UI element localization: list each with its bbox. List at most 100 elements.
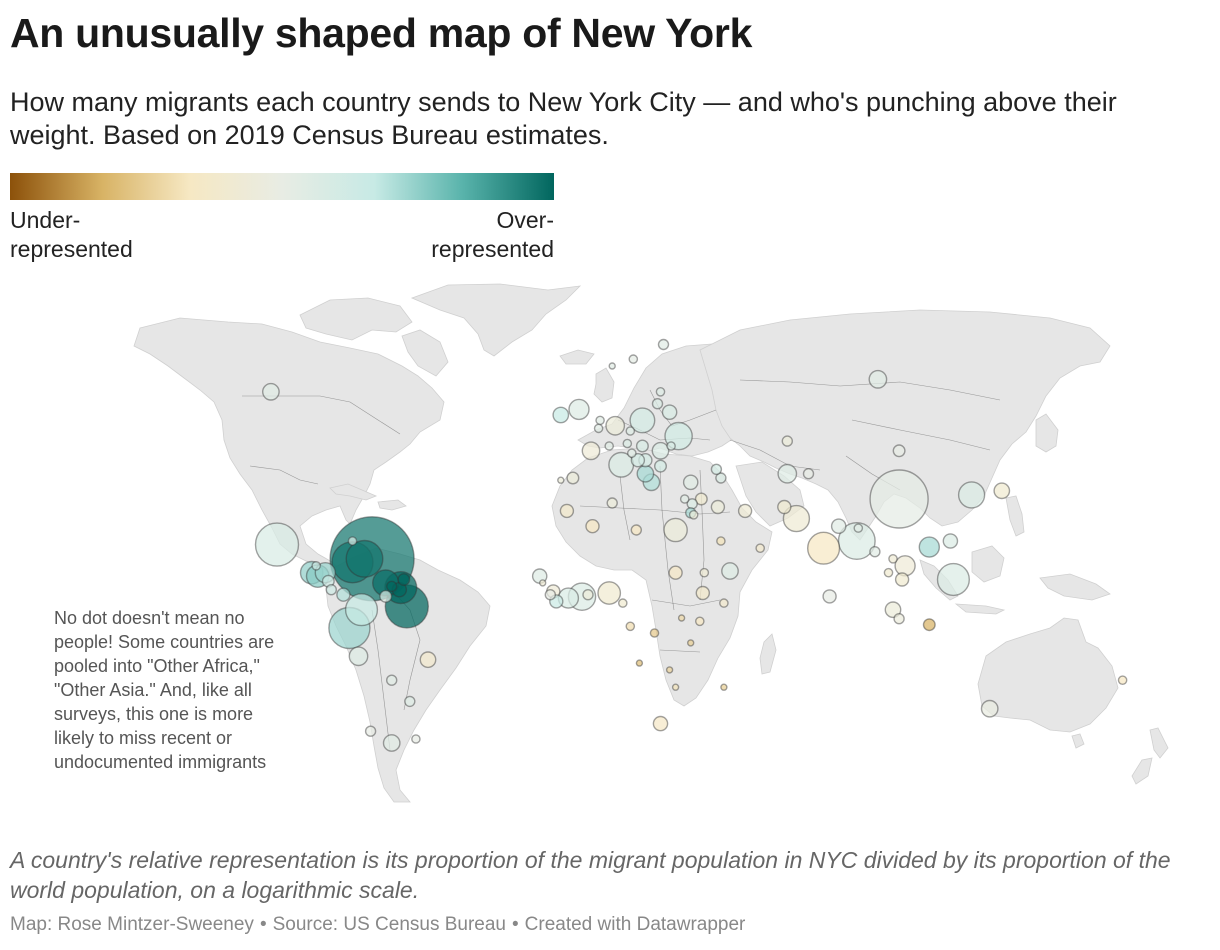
country-bubble[interactable] <box>531 568 548 584</box>
country-bubble[interactable] <box>694 492 708 506</box>
country-bubble[interactable] <box>688 509 699 520</box>
country-bubble[interactable] <box>629 407 656 434</box>
country-bubble[interactable] <box>419 651 437 669</box>
country-bubble[interactable] <box>397 573 411 587</box>
country-bubble[interactable] <box>993 482 1011 500</box>
country-bubble[interactable] <box>957 481 986 509</box>
country-bubble[interactable] <box>883 567 894 578</box>
country-bubble[interactable] <box>837 521 876 560</box>
country-bubble[interactable] <box>325 584 337 596</box>
country-bubble[interactable] <box>585 519 600 534</box>
country-bubble[interactable] <box>364 725 377 737</box>
country-bubble[interactable] <box>311 560 322 571</box>
country-bubble[interactable] <box>661 404 678 420</box>
country-bubble[interactable] <box>677 614 686 622</box>
footer-credit-link[interactable]: Created with Datawrapper <box>524 914 746 935</box>
country-bubble[interactable] <box>606 497 618 509</box>
country-bubble[interactable] <box>888 553 898 564</box>
country-bubble[interactable] <box>630 452 646 468</box>
country-bubble[interactable] <box>345 539 384 578</box>
country-bubble[interactable] <box>782 504 811 533</box>
country-bubble[interactable] <box>894 555 916 577</box>
country-bubble[interactable] <box>657 338 670 351</box>
country-bubble[interactable] <box>628 354 639 364</box>
country-bubble[interactable] <box>649 628 660 638</box>
country-bubble[interactable] <box>868 369 888 389</box>
country-bubble[interactable] <box>539 579 547 587</box>
country-bubble[interactable] <box>651 397 664 410</box>
country-bubble[interactable] <box>721 562 739 580</box>
country-bubble[interactable] <box>618 598 628 608</box>
country-bubble[interactable] <box>651 441 670 460</box>
country-bubble[interactable] <box>806 531 841 565</box>
country-bubble[interactable] <box>822 589 837 604</box>
country-bubble[interactable] <box>655 387 666 397</box>
country-bubble[interactable] <box>379 589 393 603</box>
country-bubble[interactable] <box>710 499 726 515</box>
country-bubble[interactable] <box>893 613 905 625</box>
country-bubble[interactable] <box>625 621 636 632</box>
country-bubble[interactable] <box>568 398 590 421</box>
country-bubble[interactable] <box>552 406 570 424</box>
country-bubble[interactable] <box>869 546 881 558</box>
country-bubble[interactable] <box>404 695 416 708</box>
country-bubble[interactable] <box>635 439 649 453</box>
country-bubble[interactable] <box>720 683 728 691</box>
country-bubble[interactable] <box>666 441 676 451</box>
country-bubble[interactable] <box>665 666 674 674</box>
country-bubble[interactable] <box>654 459 668 473</box>
country-bubble[interactable] <box>942 533 959 549</box>
country-bubble[interactable] <box>869 469 929 529</box>
country-bubble[interactable] <box>716 536 726 546</box>
country-bubble[interactable] <box>635 659 644 667</box>
country-bubble[interactable] <box>386 674 398 686</box>
country-bubble[interactable] <box>595 415 605 426</box>
country-bubble[interactable] <box>605 415 626 436</box>
country-bubble[interactable] <box>695 616 705 627</box>
country-bubble[interactable] <box>261 382 280 401</box>
country-bubble[interactable] <box>348 646 369 667</box>
country-bubble[interactable] <box>604 441 615 451</box>
country-bubble[interactable] <box>679 494 690 504</box>
country-bubble[interactable] <box>630 524 642 536</box>
country-bubble[interactable] <box>411 734 421 744</box>
country-bubble[interactable] <box>777 499 792 515</box>
country-bubble[interactable] <box>777 463 798 484</box>
country-bubble[interactable] <box>347 536 358 546</box>
country-bubble[interactable] <box>344 593 379 627</box>
country-bubble[interactable] <box>737 503 753 519</box>
country-bubble[interactable] <box>566 471 580 485</box>
country-bubble[interactable] <box>254 522 300 567</box>
country-bubble[interactable] <box>559 503 575 519</box>
country-bubble[interactable] <box>830 518 847 535</box>
country-bubble[interactable] <box>682 474 699 491</box>
country-bubble[interactable] <box>622 438 633 449</box>
country-bubble[interactable] <box>668 565 683 580</box>
country-bubble[interactable] <box>627 448 637 458</box>
country-bubble[interactable] <box>853 523 864 533</box>
country-bubble[interactable] <box>719 598 729 608</box>
country-bubble[interactable] <box>671 683 680 691</box>
country-bubble[interactable] <box>582 589 594 601</box>
country-bubble[interactable] <box>336 587 351 602</box>
country-bubble[interactable] <box>918 536 940 558</box>
country-bubble[interactable] <box>608 362 616 370</box>
country-bubble[interactable] <box>593 423 604 434</box>
country-bubble[interactable] <box>636 464 655 483</box>
country-bubble[interactable] <box>382 734 401 752</box>
country-bubble[interactable] <box>980 699 999 718</box>
country-bubble[interactable] <box>922 618 936 632</box>
country-bubble[interactable] <box>936 562 970 597</box>
country-bubble[interactable] <box>710 463 723 476</box>
country-bubble[interactable] <box>892 444 906 458</box>
country-bubble[interactable] <box>894 572 910 587</box>
country-bubble[interactable] <box>663 517 688 543</box>
country-bubble[interactable] <box>687 639 695 647</box>
country-bubble[interactable] <box>581 441 601 461</box>
country-bubble[interactable] <box>625 426 636 436</box>
country-bubble[interactable] <box>695 585 710 601</box>
country-bubble[interactable] <box>781 435 793 447</box>
country-bubble[interactable] <box>699 567 710 578</box>
country-bubble[interactable] <box>755 543 766 554</box>
country-bubble[interactable] <box>715 472 727 484</box>
